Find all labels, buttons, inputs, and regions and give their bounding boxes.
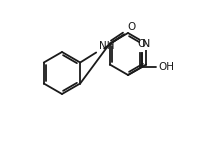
- Text: O: O: [138, 39, 146, 49]
- Text: N: N: [142, 39, 150, 48]
- Text: OH: OH: [158, 62, 174, 72]
- Text: NH: NH: [99, 41, 115, 50]
- Text: O: O: [127, 22, 135, 32]
